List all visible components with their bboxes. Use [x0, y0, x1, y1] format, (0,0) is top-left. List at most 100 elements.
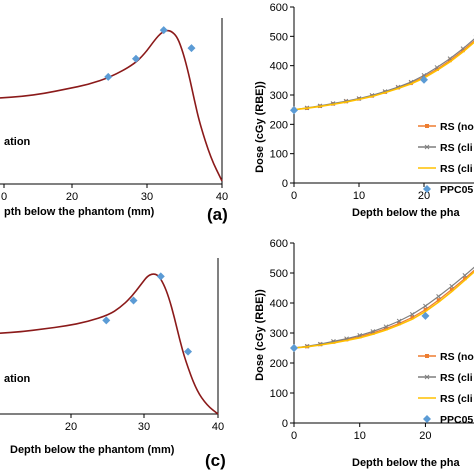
panel-a-annotation: ation [4, 136, 31, 148]
panel-c-annotation: ation [4, 373, 31, 385]
legend-label: RS (no [440, 121, 474, 133]
panel-d: 0 100 200 300 400 500 600 0 10 20 RS (no RS (cli RS … [254, 238, 474, 469]
data-point [449, 287, 454, 292]
measurement-point [129, 296, 138, 305]
panel-a-x-axis-label: pth below the phantom (mm) [4, 206, 155, 218]
dose-series-line [293, 269, 474, 349]
panel-b-plot-area: 0 100 200 300 400 500 600 0 10 20 RS (no RS (cli RS … [270, 2, 474, 202]
legend-marker [423, 415, 431, 423]
y-tick-label: 0 [282, 418, 288, 430]
x-tick-label: 10 [353, 190, 365, 202]
y-tick-label: 200 [270, 358, 288, 370]
data-point [436, 298, 441, 302]
depth-dose-curve [0, 273, 219, 415]
legend-label: RS (no [440, 351, 474, 363]
measurement-point [159, 26, 168, 35]
x-tick-label: 20 [418, 190, 430, 202]
data-point [449, 283, 455, 289]
y-tick-label: 100 [270, 388, 288, 400]
y-tick-label: 400 [270, 61, 288, 73]
panel-c: ation 20 30 40 Depth below the phantom (mm… [0, 258, 226, 470]
legend-label: RS (cli [440, 163, 473, 175]
legend-label: RS (cli [440, 142, 473, 154]
panel-a-x-ticks: 0 20 30 40 [1, 191, 228, 203]
legend-marker [425, 354, 429, 358]
x-tick-label: 30 [141, 191, 153, 203]
x-tick-label: 20 [65, 421, 77, 433]
measurement-point [156, 272, 165, 281]
data-point [371, 331, 375, 335]
data-point [396, 318, 402, 324]
dose-series-line [293, 40, 474, 111]
panel-d-y-axis-label: Dose (cGy (RBE)) [254, 289, 266, 381]
data-point [461, 48, 465, 53]
y-tick-label: 500 [270, 31, 288, 43]
measurement-point [184, 347, 193, 356]
y-tick-label: 600 [270, 238, 288, 250]
measurement-point [187, 44, 196, 53]
panel-c-plot-area [0, 258, 219, 418]
measurement-point [102, 316, 111, 325]
measurement-point [290, 344, 298, 352]
y-tick-label: 300 [270, 90, 288, 102]
data-point [448, 58, 452, 63]
panel-a-label: (a) [207, 205, 228, 224]
panel-a: ation 0 20 30 40 pth below the phantom (mm)… [0, 18, 228, 224]
data-point [410, 315, 415, 320]
x-tick-label: 10 [354, 430, 366, 442]
panel-d-x-axis-label: Depth below the pha [352, 457, 460, 469]
panel-c-x-ticks: 20 30 40 [65, 421, 224, 433]
x-tick-label: 40 [212, 421, 224, 433]
x-tick-label: 0 [291, 430, 297, 442]
x-tick-label: 0 [291, 190, 297, 202]
data-point [397, 321, 401, 326]
y-tick-label: 100 [270, 149, 288, 161]
measurement-point [104, 72, 113, 81]
panel-c-x-axis-label: Depth below the phantom (mm) [10, 444, 175, 456]
data-point [436, 294, 441, 299]
legend-label: RS (cli [440, 372, 473, 384]
data-point [344, 337, 349, 342]
panel-b-y-axis-label: Dose (cGy (RBE)) [254, 81, 266, 173]
data-point [435, 67, 439, 71]
x-tick-label: 30 [138, 421, 150, 433]
measurement-point [131, 54, 140, 63]
legend-label: PPC05 [440, 414, 473, 426]
y-tick-label: 300 [270, 328, 288, 340]
data-point [423, 303, 428, 309]
legend-marker [424, 144, 430, 150]
panel-d-plot-area: 0 100 200 300 400 500 600 0 10 20 RS (no RS (cli RS … [270, 238, 474, 442]
data-point [370, 329, 376, 334]
data-point [462, 273, 468, 278]
dose-series-line [293, 38, 474, 111]
y-tick-label: 500 [270, 268, 288, 280]
legend-marker [424, 374, 430, 380]
legend-label: PPC05 [440, 184, 473, 196]
panel-a-plot-area [0, 18, 223, 188]
panel-b-x-axis-label: Depth below the pha [352, 207, 460, 219]
dose-series-line [293, 41, 474, 111]
data-point [463, 276, 467, 281]
panel-c-label: (c) [205, 451, 226, 470]
measurement-point [420, 75, 428, 84]
y-tick-label: 0 [282, 178, 288, 190]
x-tick-label: 20 [419, 430, 431, 442]
x-tick-label: 20 [66, 191, 78, 203]
x-tick-label: 40 [216, 191, 228, 203]
data-point [357, 334, 362, 339]
measurement-point [290, 106, 298, 115]
depth-dose-curve [0, 29, 223, 182]
data-point [384, 326, 388, 331]
data-point [409, 312, 415, 317]
dose-series-line [293, 270, 474, 349]
data-point [383, 324, 389, 330]
y-tick-label: 400 [270, 298, 288, 310]
legend-marker [423, 185, 431, 193]
legend-label: RS (cli [440, 393, 473, 405]
y-tick-label: 600 [270, 2, 288, 14]
measurement-point [421, 311, 430, 320]
legend-marker [425, 124, 429, 128]
x-tick-label: 0 [1, 191, 7, 203]
data-point [423, 307, 428, 312]
